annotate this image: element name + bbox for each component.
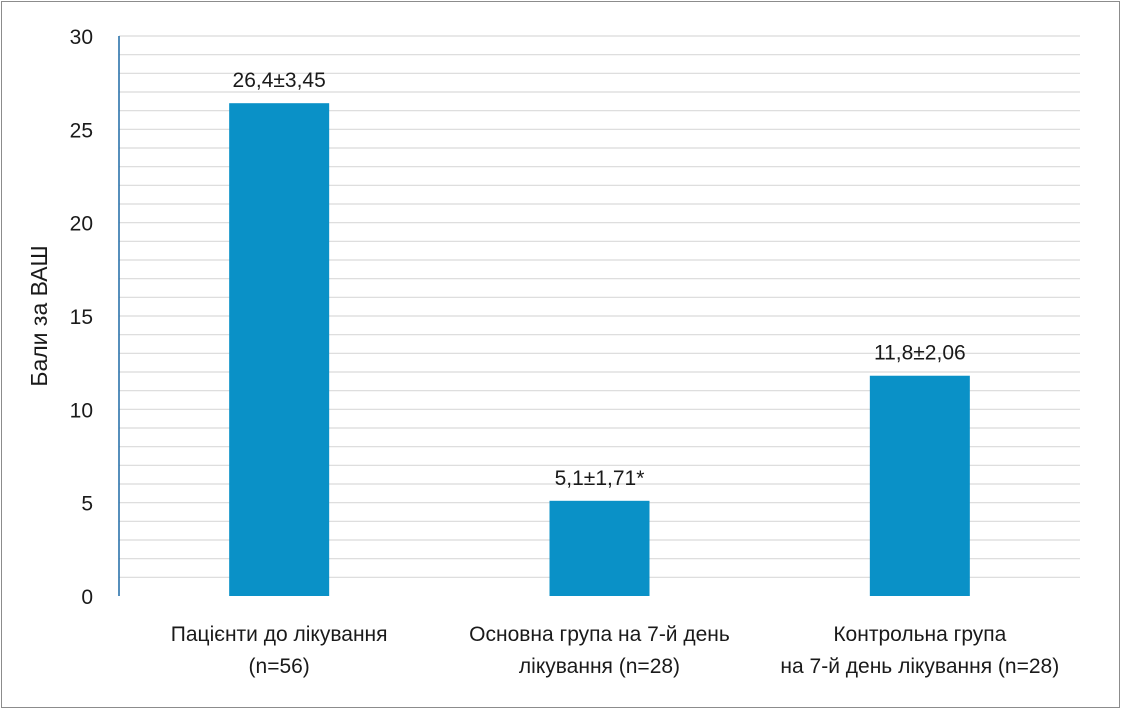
y-tick-label: 0 xyxy=(81,586,93,609)
data-labels: 26,4±3,45 5,1±1,71* 11,8±2,06 xyxy=(233,69,966,490)
y-axis-label: Бали за ВАШ xyxy=(26,245,52,386)
bar xyxy=(229,103,330,596)
y-tick-label: 30 xyxy=(70,26,93,49)
y-tick-label: 25 xyxy=(70,119,93,142)
y-tick-labels: 0 5 10 15 20 25 30 xyxy=(70,26,93,609)
category-labels: Пацієнти до лікування (n=56) Основна група… xyxy=(171,623,1059,678)
bars xyxy=(229,103,970,596)
data-label: 11,8±2,06 xyxy=(874,342,966,365)
category-label: лікування (n=28) xyxy=(519,655,680,678)
bar xyxy=(549,500,650,596)
y-tick-label: 20 xyxy=(70,213,93,236)
y-tick-label: 5 xyxy=(81,493,93,516)
category-label: Контрольна група xyxy=(833,623,1006,646)
bar xyxy=(869,375,970,596)
data-label: 5,1±1,71* xyxy=(555,467,645,490)
data-label: 26,4±3,45 xyxy=(233,69,326,92)
category-label: Основна група на 7-й день xyxy=(469,623,730,646)
category-label: Пацієнти до лікування xyxy=(171,623,388,646)
y-tick-label: 15 xyxy=(70,306,93,329)
y-tick-label: 10 xyxy=(70,399,93,422)
category-label: на 7-й день лікування (n=28) xyxy=(780,655,1059,678)
category-label: (n=56) xyxy=(249,655,310,678)
